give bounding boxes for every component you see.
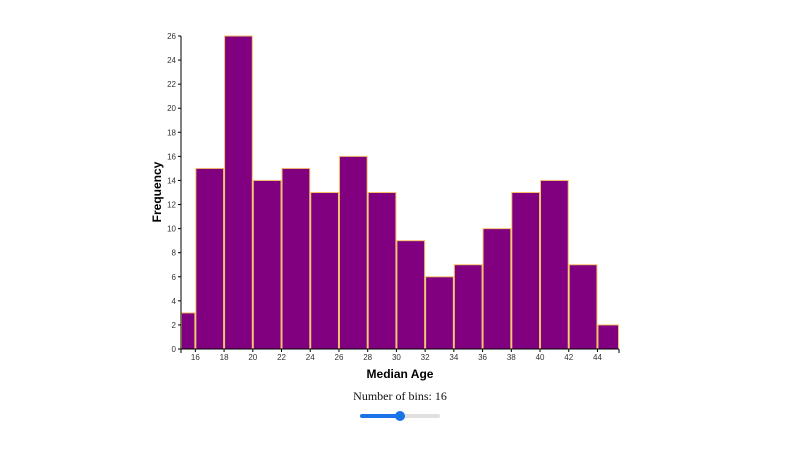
histogram-bar <box>281 167 311 350</box>
histogram-bar <box>367 192 397 350</box>
slider-thumb[interactable] <box>395 411 405 421</box>
y-tick-label: 20 <box>167 104 176 113</box>
x-tick-label: 18 <box>220 353 229 362</box>
histogram-bar <box>482 228 512 350</box>
y-tick-label: 22 <box>167 80 176 89</box>
histogram-bar <box>224 35 253 350</box>
histogram-bar <box>540 179 569 350</box>
histogram-bar <box>453 264 483 350</box>
x-tick-label: 28 <box>363 353 372 362</box>
histogram-bar <box>568 264 598 350</box>
x-tick-label: 30 <box>392 353 401 362</box>
y-tick-label: 0 <box>172 345 177 354</box>
y-tick-label: 16 <box>167 152 176 161</box>
histogram-bar <box>252 179 282 350</box>
x-axis: 16 18 20 22 24 26 28 30 32 34 36 38 40 42 44 <box>180 348 620 362</box>
x-tick-label: 16 <box>191 353 200 362</box>
x-tick-label: 38 <box>507 353 516 362</box>
histogram-bar <box>511 192 541 350</box>
x-tick-label: 20 <box>248 353 257 362</box>
y-tick-label: 24 <box>167 56 176 65</box>
x-tick-label: 44 <box>593 353 602 362</box>
x-tick-label: 34 <box>449 353 458 362</box>
bins-control: Number of bins: 16 <box>0 389 800 422</box>
x-tick-label: 26 <box>335 353 344 362</box>
x-tick-label: 32 <box>421 353 430 362</box>
x-axis-title: Median Age <box>367 367 434 381</box>
y-tick-label: 8 <box>172 249 177 258</box>
histogram-bars <box>181 35 620 350</box>
y-tick-label: 10 <box>167 225 176 234</box>
y-tick-label: 14 <box>167 176 176 185</box>
x-tick-label: 36 <box>478 353 487 362</box>
histogram-bar <box>310 192 339 350</box>
histogram-bar <box>425 276 454 350</box>
bins-label: Number of bins: 16 <box>353 389 447 403</box>
y-tick-label: 4 <box>172 297 177 306</box>
histogram-bar <box>181 312 196 350</box>
bins-slider[interactable] <box>360 410 440 422</box>
y-tick-label: 26 <box>167 32 176 41</box>
x-tick-label: 40 <box>536 353 545 362</box>
histogram-bar <box>597 324 620 350</box>
histogram-bar <box>338 155 368 350</box>
y-tick-label: 2 <box>172 321 177 330</box>
slider-fill <box>360 414 400 418</box>
histogram-bar <box>396 240 426 350</box>
x-tick-label: 42 <box>564 353 573 362</box>
x-tick-label: 24 <box>306 353 315 362</box>
y-axis-title: Frequency <box>150 161 164 222</box>
histogram-bar <box>195 167 225 350</box>
y-tick-label: 18 <box>167 128 176 137</box>
y-tick-label: 6 <box>172 273 177 282</box>
y-tick-label: 12 <box>167 201 176 210</box>
x-tick-label: 22 <box>277 353 286 362</box>
